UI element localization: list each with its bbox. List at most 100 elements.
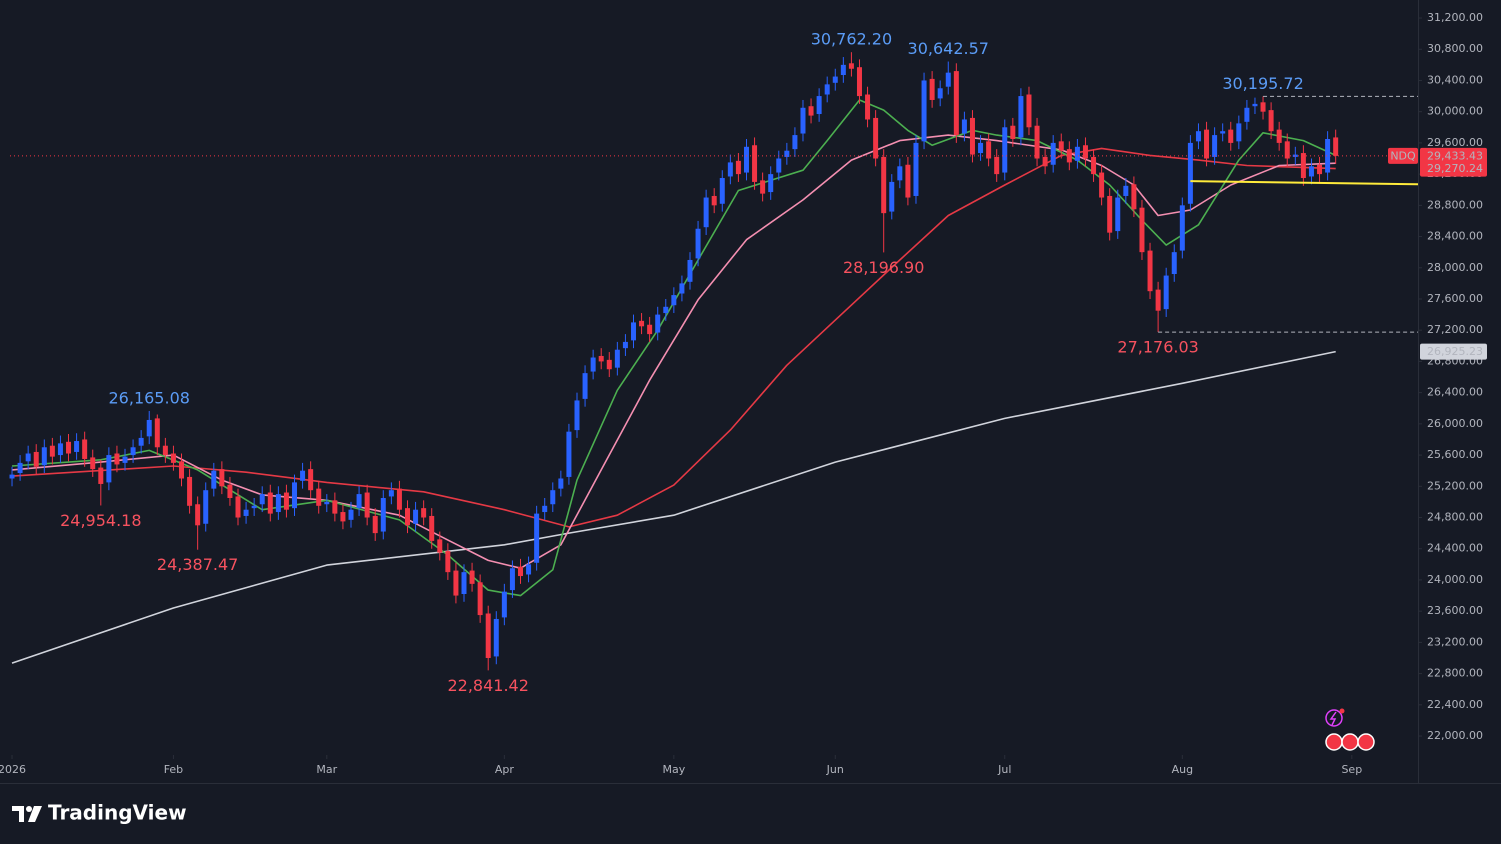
candle-body [17,462,23,474]
candle-body [251,505,257,509]
x-tick-label: Aug [1172,763,1193,776]
logo-mark [26,806,32,812]
candle-body [1115,197,1121,232]
candle-body [824,84,830,95]
y-tick-label: 28,800.00 [1427,198,1483,211]
candle-body [881,156,887,214]
candle-body [703,197,709,228]
candle-body [614,349,620,368]
candle-body [195,504,201,526]
y-tick-label: 24,800.00 [1427,511,1483,524]
y-tick-label: 24,400.00 [1427,542,1483,555]
candle-body [784,150,790,157]
flag-icon[interactable] [1325,733,1343,751]
x-tick-label: May [662,763,685,776]
symbol-tag [1388,147,1418,164]
candle-body [873,117,879,159]
candle-body [396,488,402,510]
candle-body [429,515,435,541]
extreme-label: 30,762.20 [811,30,892,49]
flag-icon[interactable] [1341,733,1359,751]
candle-body [1018,96,1024,138]
candle-body [978,142,984,154]
candle-body [679,283,685,294]
candle-body [493,618,499,657]
candle-body [808,106,814,116]
x-tick-label: Apr [495,763,515,776]
candle-body [590,357,596,372]
candle-body [1155,289,1161,311]
logo-mark [12,806,24,822]
y-tick-label: 22,000.00 [1427,729,1483,742]
candle-body [162,445,168,456]
candle-body [1058,141,1064,151]
y-tick-label: 28,000.00 [1427,261,1483,274]
candle-body [74,441,80,452]
chart-icons [1325,708,1375,751]
candle-body [647,324,653,335]
candle-body [986,141,992,159]
y-tick-label: 27,600.00 [1427,292,1483,305]
candle-body [509,568,515,591]
price-tag [1420,147,1487,164]
y-tick-label: 23,600.00 [1427,604,1483,617]
candle-body [752,145,758,182]
candle-body [243,509,249,516]
y-tick-label: 27,200.00 [1427,323,1483,336]
candle-body [501,591,507,618]
candle-body [179,461,185,479]
candle-body [1002,127,1008,173]
candle-body [33,451,39,467]
candle-body [566,431,572,477]
candle-body [776,158,782,173]
candle-body [711,195,717,206]
event-icon-bolt [1329,711,1337,726]
candle-body [969,117,975,155]
candle-body [1034,125,1040,159]
candle-body [203,490,209,524]
candle-body [558,478,564,489]
brand-logo [12,806,42,822]
price-tag [1420,160,1487,177]
candle-body [1091,156,1097,175]
candle-body [1074,146,1080,161]
candle-body [1212,135,1218,157]
y-tick-label: 25,600.00 [1427,448,1483,461]
y-tick-label: 22,800.00 [1427,667,1483,680]
candle-body [517,566,523,577]
candle-body [953,71,959,136]
candle-body [283,492,289,510]
candle-body [106,455,112,483]
candle-body [671,295,677,306]
extreme-label: 30,642.57 [908,39,989,58]
event-icon[interactable] [1325,709,1343,727]
candle-body [332,500,338,514]
trend-line [1190,180,1418,186]
flag-icon[interactable] [1357,733,1375,751]
candle-body [211,470,217,489]
candle-body [348,509,354,520]
price-tag-label: 26,925.23 [1427,345,1483,358]
extreme-label: 28,196.90 [843,258,924,277]
candle-body [1244,107,1250,122]
candle-body [130,447,136,456]
candle-body [606,359,612,370]
candle-body [526,564,532,575]
y-tick-label: 23,200.00 [1427,635,1483,648]
candle-body [1292,154,1298,157]
candle-body [122,456,128,463]
candle-body [856,67,862,97]
candle-body [380,498,386,532]
price-tag [1420,343,1487,360]
candle-body [235,496,241,518]
x-tick-label: Jul [997,763,1011,776]
candle-body [792,135,798,150]
candle-body [889,181,895,212]
extreme-label: 30,195.72 [1222,74,1303,93]
candle-body [832,76,838,83]
candle-body [921,80,927,142]
candle-body [372,515,378,534]
